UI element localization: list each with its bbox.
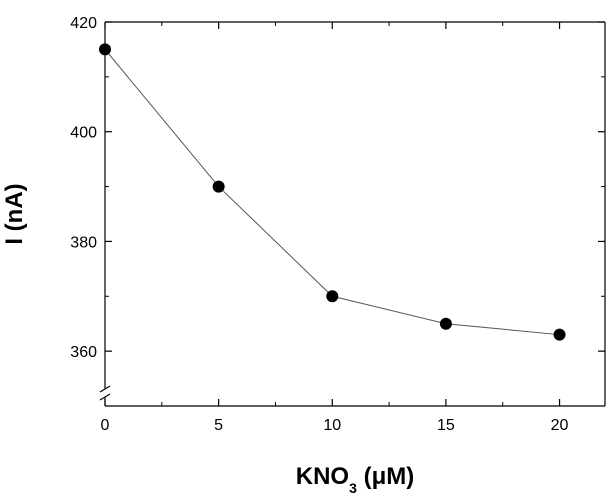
series bbox=[99, 43, 566, 341]
ticks: 0 5 10 15 20 360 380 400 420 bbox=[70, 15, 605, 434]
x-axis-label-unit: (μM) bbox=[357, 463, 414, 490]
x-axis-label-main: KNO bbox=[296, 463, 349, 490]
y-axis-break-mark-lower bbox=[99, 393, 111, 401]
axes bbox=[99, 21, 606, 407]
x-tick-label: 15 bbox=[437, 417, 455, 434]
data-point bbox=[212, 180, 225, 193]
y-axis-label: I (nA) bbox=[1, 183, 28, 244]
data-point bbox=[439, 317, 452, 330]
x-tick-label: 5 bbox=[214, 417, 223, 434]
y-tick-label: 400 bbox=[70, 125, 97, 142]
x-tick-label: 20 bbox=[551, 417, 569, 434]
x-tick-label: 0 bbox=[101, 417, 110, 434]
x-axis-label: KNO3 (μM) bbox=[296, 463, 414, 496]
data-point bbox=[99, 43, 111, 56]
data-point bbox=[326, 290, 339, 303]
x-axis-label-subscript: 3 bbox=[349, 480, 357, 496]
axis-labels: I (nA) KNO3 (μM) bbox=[1, 183, 414, 496]
data-point bbox=[553, 328, 566, 341]
y-tick-label: 360 bbox=[70, 344, 97, 361]
y-tick-label: 420 bbox=[70, 15, 97, 32]
x-tick-label: 10 bbox=[323, 417, 341, 434]
y-axis-break-mark-upper bbox=[99, 385, 111, 393]
y-tick-label: 380 bbox=[70, 234, 97, 251]
